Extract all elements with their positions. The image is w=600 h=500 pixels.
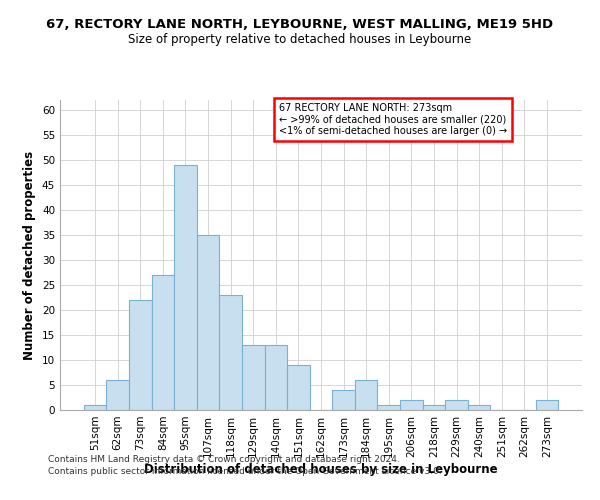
Bar [197,235,220,410]
Text: Size of property relative to detached houses in Leybourne: Size of property relative to detached ho… [128,32,472,46]
Bar [468,405,490,410]
Bar [84,405,106,410]
Bar [400,400,422,410]
Bar [220,295,242,410]
Bar [287,365,310,410]
Bar [355,380,377,410]
Text: Contains HM Land Registry data © Crown copyright and database right 2024.: Contains HM Land Registry data © Crown c… [48,455,400,464]
Y-axis label: Number of detached properties: Number of detached properties [23,150,37,360]
Bar [536,400,558,410]
Bar [445,400,468,410]
X-axis label: Distribution of detached houses by size in Leybourne: Distribution of detached houses by size … [144,462,498,475]
Bar [242,345,265,410]
Bar [129,300,152,410]
Bar [174,165,197,410]
Bar [377,405,400,410]
Bar [422,405,445,410]
Text: 67, RECTORY LANE NORTH, LEYBOURNE, WEST MALLING, ME19 5HD: 67, RECTORY LANE NORTH, LEYBOURNE, WEST … [46,18,554,30]
Text: Contains public sector information licensed under the Open Government Licence v3: Contains public sector information licen… [48,467,442,476]
Text: 67 RECTORY LANE NORTH: 273sqm
← >99% of detached houses are smaller (220)
<1% of: 67 RECTORY LANE NORTH: 273sqm ← >99% of … [279,103,508,136]
Bar [106,380,129,410]
Bar [332,390,355,410]
Bar [152,275,174,410]
Bar [265,345,287,410]
